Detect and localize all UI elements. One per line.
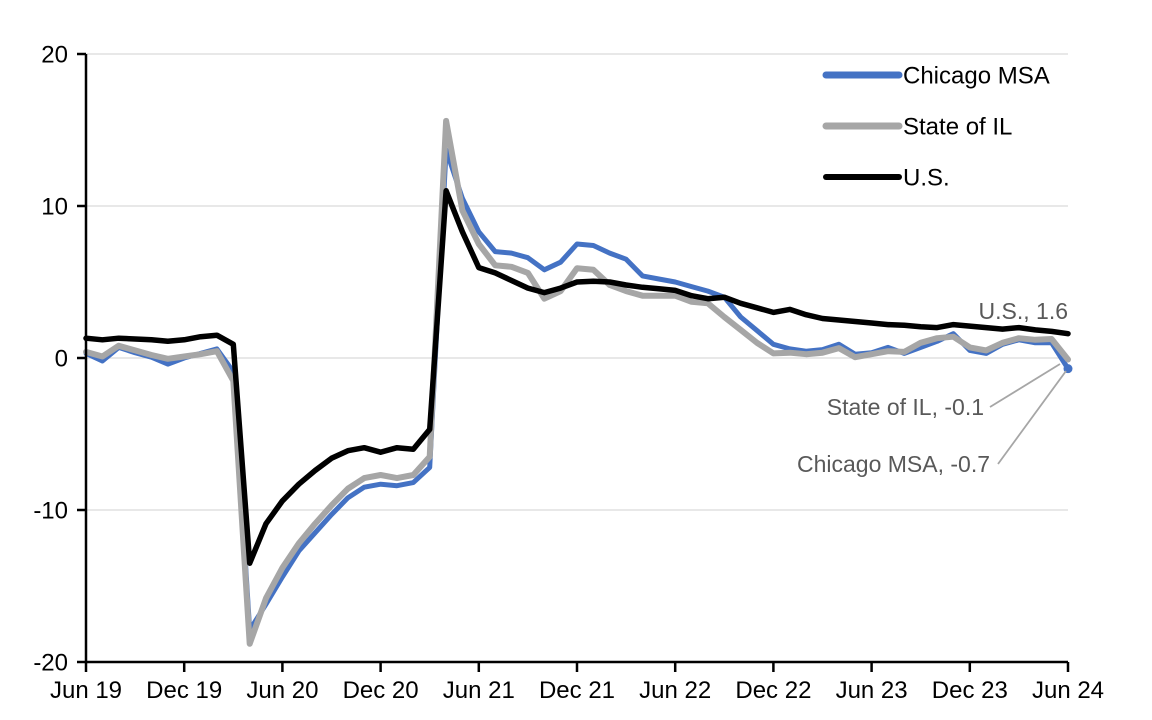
annotation-leader-line (989, 363, 1061, 408)
x-axis-label-9: Dec 23 (932, 677, 1008, 704)
annotation-u-s-: U.S., 1.6 (979, 298, 1068, 324)
x-axis-label-6: Jun 22 (639, 677, 711, 704)
x-axis-label-8: Jun 23 (836, 677, 908, 704)
y-axis-label-0: 0 (55, 346, 68, 373)
annotation-chicago-msa: Chicago MSA, -0.7 (797, 451, 990, 477)
legend-label-chicago-msa: Chicago MSA (903, 63, 1050, 90)
annotation-state-of-il: State of IL, -0.1 (827, 394, 984, 420)
x-axis-label-0: Jun 19 (50, 677, 122, 704)
y-axis-label-10: 10 (41, 194, 68, 221)
legend-label-state-of-il: State of IL (903, 114, 1012, 141)
line-state-of-il (83, 117, 1071, 647)
x-axis-label-3: Dec 20 (343, 677, 419, 704)
y-axis-label-20: 20 (41, 42, 68, 69)
x-axis-label-4: Jun 21 (443, 677, 515, 704)
x-axis-label-1: Dec 19 (146, 677, 222, 704)
end-value-annotations: U.S., 1.6 State of IL, -0.1 Chicago MSA, -… (797, 298, 1068, 477)
line-u-s- (83, 188, 1071, 566)
axes (77, 52, 1070, 672)
x-axis-label-7: Dec 22 (735, 677, 811, 704)
legend-label-u-s-: U.S. (903, 165, 950, 192)
x-axis-label-5: Dec 21 (539, 677, 615, 704)
data-series-lines (83, 117, 1073, 647)
x-axis-label-10: Jun 24 (1032, 677, 1104, 704)
x-axis-label-2: Jun 20 (246, 677, 318, 704)
y-axis-label--10: -10 (33, 498, 68, 525)
y-axis-label--20: -20 (33, 650, 68, 677)
legend: Chicago MSA State of IL U.S. (822, 63, 1050, 192)
annotation-leader-line (997, 370, 1067, 465)
